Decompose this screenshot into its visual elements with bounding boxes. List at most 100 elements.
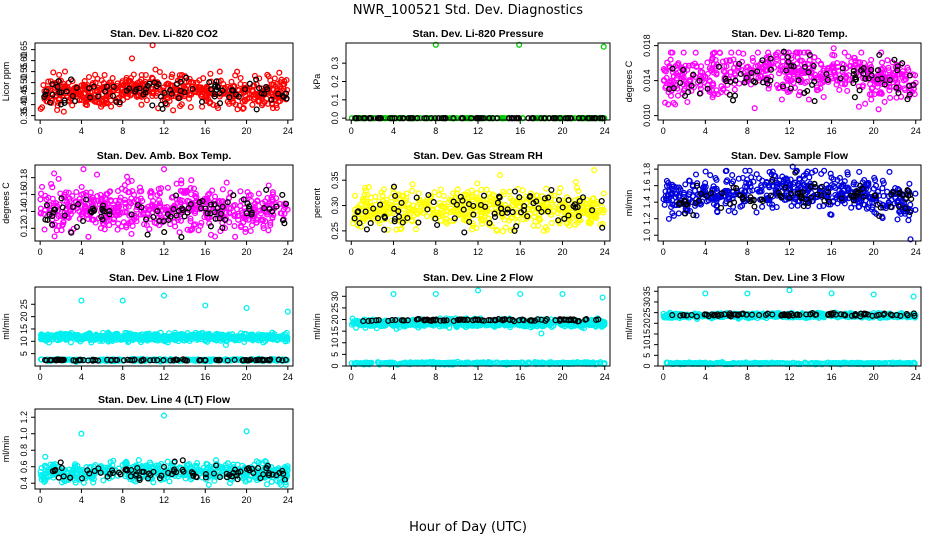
- mean-point: [109, 92, 117, 99]
- data-point: [232, 72, 239, 79]
- data-point: [754, 49, 761, 56]
- x-tick-label: 24: [600, 126, 610, 136]
- data-point: [136, 78, 143, 85]
- mean-point: [144, 231, 151, 238]
- mean-point: [268, 96, 275, 103]
- y-tick-label: 0.14: [19, 203, 29, 221]
- mean-point: [183, 74, 190, 81]
- data-point: [848, 204, 855, 211]
- data-point: [264, 71, 271, 78]
- data-point: [711, 49, 718, 56]
- data-point: [210, 101, 217, 108]
- mean-point: [149, 102, 156, 109]
- data-point: [184, 82, 191, 89]
- data-point: [665, 215, 672, 222]
- x-tick-label: 8: [120, 372, 125, 382]
- x-tick-label: 24: [911, 126, 921, 136]
- data-point: [124, 173, 131, 180]
- mean-point: [363, 226, 370, 233]
- x-tick-label: 12: [784, 247, 794, 257]
- mean-point: [161, 89, 168, 96]
- mean-point: [158, 101, 165, 108]
- data-point: [40, 82, 47, 89]
- x-tick-label: 4: [703, 247, 708, 257]
- mean-point: [213, 78, 220, 85]
- data-point: [152, 66, 159, 73]
- mean-point: [279, 191, 286, 198]
- data-point: [223, 179, 230, 186]
- data-point: [190, 79, 197, 86]
- data-point: [56, 96, 63, 103]
- data-point: [186, 75, 193, 82]
- data-point: [440, 192, 447, 199]
- data-point: [214, 105, 222, 112]
- mean-point: [387, 115, 394, 122]
- x-tick-label: 0: [38, 126, 43, 136]
- data-point: [45, 78, 52, 85]
- data-point: [886, 87, 893, 94]
- outlier-point: [600, 43, 607, 50]
- mean-point: [586, 115, 593, 122]
- outlier-point: [591, 167, 598, 174]
- mean-point: [144, 82, 151, 89]
- mean-point: [431, 115, 439, 122]
- data-point: [506, 188, 513, 195]
- data-point: [246, 94, 253, 101]
- panel-ylabel: degrees C: [1, 182, 11, 224]
- data-point: [149, 92, 156, 100]
- y-tick-label: 0.25: [330, 222, 340, 240]
- outlier-point: [119, 297, 126, 304]
- data-point: [885, 67, 892, 74]
- x-tick-label: 24: [283, 247, 293, 257]
- data-point: [496, 172, 504, 179]
- x-tick-label: 8: [433, 126, 438, 136]
- data-point: [89, 88, 96, 95]
- x-tick-label: 20: [242, 247, 252, 257]
- panel-ylabel: ml/min: [1, 313, 11, 340]
- data-point: [759, 203, 766, 210]
- x-tick-label: 4: [79, 372, 84, 382]
- mean-point: [110, 83, 117, 90]
- x-tick-label: 16: [200, 247, 210, 257]
- data-point: [709, 82, 716, 89]
- data-point: [278, 76, 285, 83]
- data-point: [805, 96, 812, 103]
- x-tick-label: 16: [827, 126, 837, 136]
- y-tick-label: 0.45: [19, 85, 29, 103]
- mean-point: [211, 90, 219, 98]
- data-point: [220, 80, 227, 88]
- data-point: [858, 49, 865, 56]
- mean-point: [458, 115, 465, 122]
- data-point: [879, 185, 886, 192]
- data-point: [187, 104, 194, 111]
- mean-point: [56, 89, 63, 96]
- data-point: [912, 190, 919, 197]
- data-point: [56, 71, 63, 78]
- x-tick-label: 8: [745, 247, 750, 257]
- mean-point: [579, 115, 586, 122]
- x-tick-label: 8: [433, 247, 438, 257]
- mean-point: [461, 229, 468, 236]
- data-point: [183, 85, 190, 93]
- mean-point: [73, 84, 80, 91]
- data-point: [109, 75, 116, 82]
- data-point: [114, 226, 121, 233]
- mean-point: [161, 229, 168, 236]
- mean-point: [71, 97, 79, 105]
- data-point: [124, 94, 131, 101]
- data-point: [729, 172, 736, 179]
- mean-point: [567, 115, 574, 122]
- x-tick-label: 8: [120, 247, 125, 257]
- data-point: [702, 168, 709, 175]
- x-tick-label: 20: [557, 126, 567, 136]
- data-point: [181, 93, 188, 100]
- data-point: [188, 177, 195, 184]
- mean-point: [241, 86, 249, 93]
- data-point: [662, 68, 669, 75]
- mean-point: [61, 99, 68, 106]
